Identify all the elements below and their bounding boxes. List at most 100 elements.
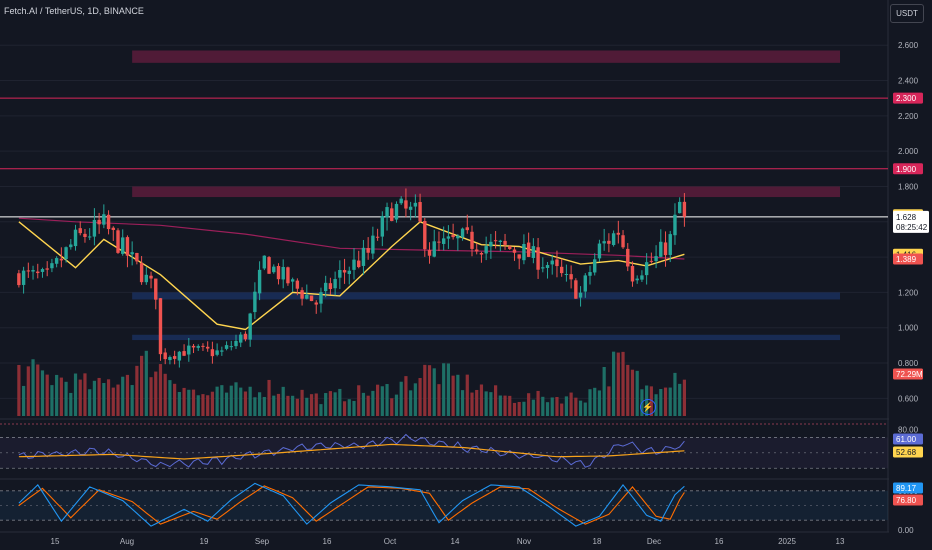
- candle-body: [399, 198, 403, 204]
- volume-bar: [168, 380, 172, 416]
- price-badge: 1.389: [893, 253, 923, 265]
- candle-body: [659, 241, 663, 257]
- volume-bar: [517, 401, 521, 416]
- currency-button[interactable]: USDT: [890, 4, 924, 23]
- volume-bar: [607, 386, 611, 416]
- candle-body: [663, 242, 668, 256]
- candle: [423, 218, 427, 257]
- volume-bar: [328, 391, 332, 416]
- price-tick-label: 2.000: [898, 147, 919, 156]
- candle-body: [366, 248, 370, 253]
- candle: [493, 231, 498, 249]
- candle: [31, 265, 35, 280]
- candle: [281, 259, 285, 289]
- candle-body: [673, 214, 677, 236]
- candle-body: [404, 200, 408, 209]
- candle-body: [682, 201, 687, 217]
- candle-body: [276, 266, 281, 280]
- candle: [673, 203, 677, 245]
- candle-body: [465, 227, 469, 231]
- candle-body: [106, 214, 111, 230]
- volume-bar: [154, 371, 158, 416]
- candle-body: [475, 249, 479, 252]
- candle: [456, 234, 460, 251]
- volume-badge-bg: [893, 368, 923, 380]
- candle: [276, 263, 281, 285]
- candle: [611, 230, 616, 247]
- candle: [597, 239, 602, 262]
- volume-bar: [470, 392, 474, 416]
- candle-body: [526, 242, 531, 257]
- volume-bar: [50, 385, 54, 416]
- candle-body: [493, 240, 498, 242]
- grid: [0, 44, 888, 399]
- volume-bar: [612, 351, 616, 416]
- candle-body: [361, 247, 366, 266]
- candle-body: [290, 279, 295, 282]
- price-badge-bg: [893, 163, 923, 175]
- volume-bar: [399, 381, 403, 416]
- price-zone: [132, 292, 840, 300]
- candle-body: [243, 333, 248, 340]
- candle: [210, 341, 215, 364]
- volume-bar: [276, 393, 281, 416]
- candle: [135, 252, 139, 265]
- candle-body: [441, 238, 446, 244]
- candle-body: [201, 345, 205, 347]
- candle: [517, 254, 521, 270]
- volume-bar: [409, 390, 413, 416]
- volume-bar: [654, 394, 658, 416]
- volume-bar: [140, 355, 144, 416]
- candle-body: [121, 237, 125, 254]
- candle: [139, 256, 144, 285]
- candle-body: [394, 203, 399, 220]
- candle: [484, 236, 488, 261]
- volume-bar: [314, 393, 318, 416]
- candle: [588, 265, 592, 285]
- price-badge: 2.300: [893, 92, 923, 104]
- candle-body: [347, 270, 351, 274]
- price-zone: [132, 334, 840, 341]
- volume-bar: [22, 385, 26, 416]
- volume-bar: [371, 390, 375, 416]
- candle-body: [602, 241, 606, 244]
- candle: [87, 228, 92, 241]
- candle-body: [640, 275, 644, 280]
- candle-body: [220, 350, 224, 352]
- volume-bar: [267, 379, 271, 416]
- volume-bar: [574, 397, 578, 416]
- volume-bar: [125, 374, 130, 416]
- volume-bar: [489, 392, 493, 416]
- candle: [125, 235, 130, 268]
- volume-bar: [394, 394, 399, 416]
- candle: [640, 270, 644, 283]
- candle-body: [456, 235, 460, 239]
- volume-badge: 72.29M: [893, 368, 923, 380]
- volume-bar: [682, 379, 686, 416]
- candle: [418, 193, 422, 223]
- candle-body: [239, 334, 243, 343]
- volume-bar: [531, 399, 535, 416]
- candle: [413, 194, 418, 218]
- candle-body: [139, 263, 144, 283]
- candle: [460, 227, 465, 241]
- candle-body: [97, 219, 101, 225]
- price-axis: [889, 0, 932, 550]
- volume-bar: [73, 373, 78, 416]
- candle-body: [408, 206, 413, 210]
- price-badge-bg: [893, 92, 923, 104]
- rsi-value-badge-bg: [893, 433, 923, 445]
- volume-bar: [319, 404, 323, 416]
- candle-body: [191, 345, 196, 348]
- stoch-d-line: [18, 485, 685, 525]
- candle: [54, 256, 59, 268]
- symbol-header: Fetch.AI / TetherUS, 1D, BINANCE: [4, 6, 144, 16]
- candle: [116, 228, 120, 254]
- volume-bar: [616, 352, 620, 416]
- candle-body: [541, 267, 545, 269]
- lightning-icon[interactable]: ⚡: [640, 399, 656, 415]
- volume-bar: [522, 401, 526, 416]
- time-tick-label: 14: [451, 537, 460, 546]
